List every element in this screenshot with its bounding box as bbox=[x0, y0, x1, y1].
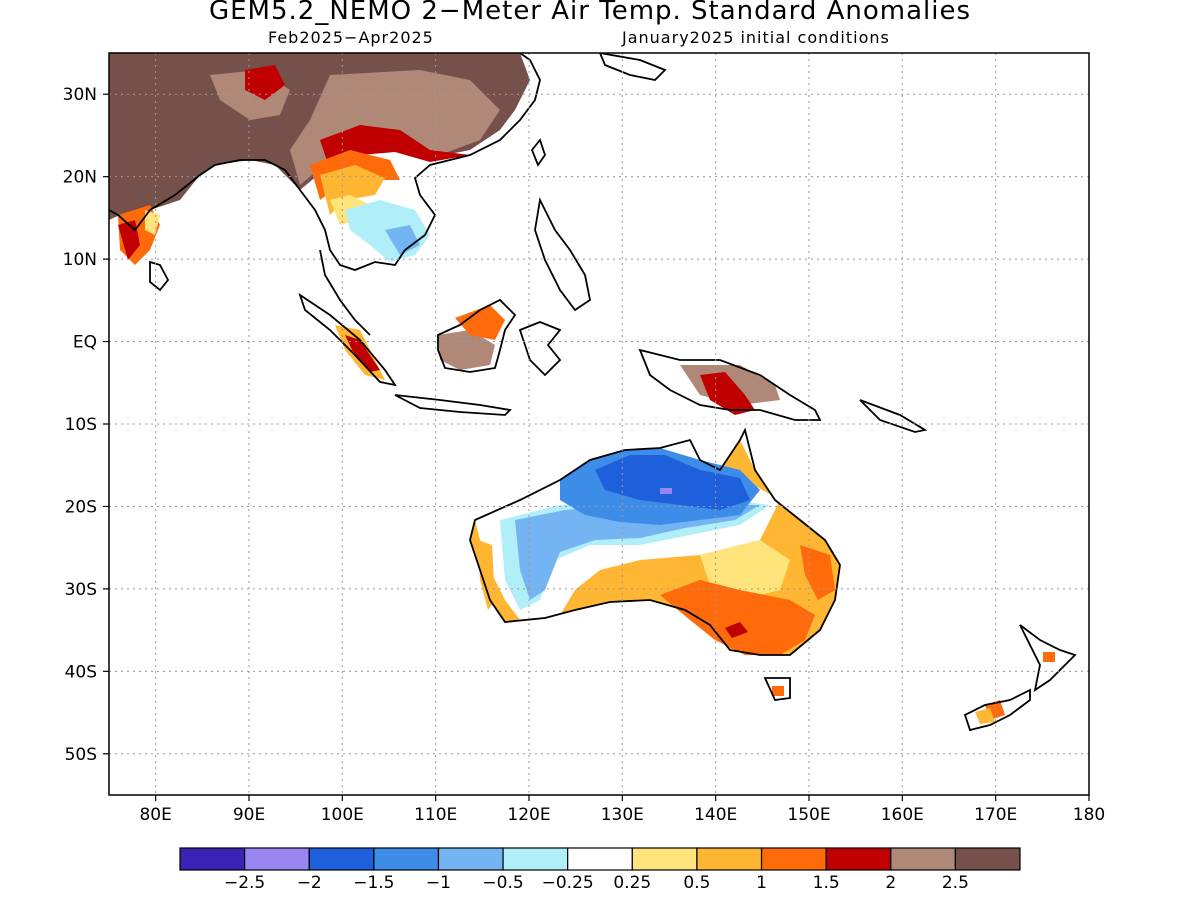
australia-orange bbox=[660, 580, 815, 655]
colorbar-swatch bbox=[696, 847, 763, 871]
initial-conditions: January2025 initial conditions bbox=[622, 28, 890, 47]
forecast-period: Feb2025−Apr2025 bbox=[268, 28, 434, 47]
australia-red-dot bbox=[725, 622, 748, 638]
colorbar-swatch bbox=[760, 847, 827, 871]
colorbar-swatch bbox=[244, 847, 310, 871]
java-coastline bbox=[394, 394, 512, 416]
philippines-coastline bbox=[534, 197, 592, 312]
australia-yellow bbox=[700, 540, 790, 600]
colorbar-swatch bbox=[890, 847, 956, 871]
colorbar-swatch bbox=[373, 847, 440, 871]
borneo-coastline bbox=[437, 298, 517, 373]
tibet-red-patch bbox=[245, 65, 285, 100]
newguinea-coastline bbox=[638, 348, 822, 421]
lon-tick-label: 140E bbox=[694, 805, 737, 825]
peninsula-coastline bbox=[319, 249, 371, 336]
sumatra-red bbox=[345, 335, 380, 372]
borneo-rosy bbox=[438, 330, 495, 370]
colorbar-label: 1 bbox=[756, 873, 767, 893]
colorbar-label: −2 bbox=[297, 873, 322, 893]
lon-tick-label: 100E bbox=[321, 805, 364, 825]
colorbar-label: 2 bbox=[885, 873, 896, 893]
colorbar-label: −2.5 bbox=[224, 873, 265, 893]
colorbar-swatch bbox=[825, 847, 892, 871]
map-axes: 80E 90E 100E 110E 120E 130E 140E 150E 160E 170E 18… bbox=[63, 85, 1106, 825]
lat-tick-label: 50S bbox=[65, 745, 97, 765]
lon-tick-label: 170E bbox=[974, 805, 1017, 825]
nz-yellow bbox=[975, 708, 995, 724]
colorbar-label: 0.25 bbox=[613, 873, 651, 893]
lat-tick-label: 20N bbox=[63, 168, 97, 188]
solomon-coastline bbox=[859, 399, 928, 433]
australia-purple-dot bbox=[660, 488, 672, 494]
nz-south-coastline bbox=[963, 688, 1031, 732]
colorbar-swatch bbox=[567, 847, 633, 871]
lon-tick-label: 110E bbox=[414, 805, 457, 825]
india-yellow bbox=[145, 210, 160, 235]
colorbar-swatch bbox=[502, 847, 569, 871]
tasmania-orange bbox=[772, 686, 784, 696]
anomaly-fields bbox=[109, 53, 1077, 732]
nz-north-orange bbox=[1043, 652, 1055, 662]
australia-darkblue bbox=[595, 455, 750, 510]
lon-tick-label: 180 bbox=[1073, 805, 1105, 825]
sumatra-coastline bbox=[298, 292, 397, 387]
colorbar-swatch bbox=[179, 847, 246, 871]
sulawesi-coastline bbox=[518, 321, 562, 377]
colorbar-swatch bbox=[631, 847, 698, 871]
borneo-orange bbox=[455, 305, 505, 340]
colorbar-label: −1 bbox=[426, 873, 451, 893]
asia-red-band bbox=[320, 125, 470, 170]
lon-tick-label: 160E bbox=[881, 805, 924, 825]
lon-tick-label: 90E bbox=[233, 805, 265, 825]
australia-blue-mid bbox=[515, 505, 760, 600]
colorbar-swatch bbox=[308, 847, 375, 871]
colorbar-swatch bbox=[437, 847, 504, 871]
taiwan-coastline bbox=[530, 138, 546, 167]
lat-tick-label: EQ bbox=[73, 333, 97, 353]
colorbar-label: −1.5 bbox=[353, 873, 394, 893]
asia-rosy-band bbox=[290, 70, 500, 185]
colorbar-label: −0.25 bbox=[542, 873, 594, 893]
lon-tick-label: 80E bbox=[139, 805, 171, 825]
map-title: GEM5.2_NEMO 2−Meter Air Temp. Standard A… bbox=[208, 0, 972, 26]
lon-tick-label: 130E bbox=[601, 805, 644, 825]
lon-tick-label: 150E bbox=[787, 805, 830, 825]
lat-tick-label: 40S bbox=[65, 662, 97, 682]
colorbar-label: 0.5 bbox=[683, 873, 710, 893]
japan-coastline bbox=[599, 53, 667, 81]
colorbar-swatch bbox=[954, 847, 1021, 871]
lat-tick-label: 30S bbox=[65, 580, 97, 600]
newguinea-red bbox=[700, 372, 755, 415]
colorbar: −2.5 −2 −1.5 −1 −0.5 −0.25 0.25 0.5 1 1.5 2 2.5 bbox=[179, 847, 1021, 893]
nz-north-coastline bbox=[1019, 624, 1077, 692]
lat-tick-label: 10S bbox=[65, 415, 97, 435]
grid-lines bbox=[109, 53, 1089, 795]
map-frame bbox=[108, 52, 1090, 796]
srilanka-coastline bbox=[149, 260, 170, 292]
asia-coastline bbox=[109, 53, 541, 271]
australia-coastline bbox=[469, 427, 841, 656]
indochina-blue bbox=[385, 225, 420, 255]
coastlines bbox=[109, 53, 1077, 732]
lat-tick-label: 30N bbox=[63, 85, 97, 105]
colorbar-label: 2.5 bbox=[942, 873, 969, 893]
colorbar-label: 1.5 bbox=[813, 873, 840, 893]
lat-tick-label: 20S bbox=[65, 497, 97, 517]
colorbar-label: −0.5 bbox=[482, 873, 523, 893]
tasmania-coastline bbox=[763, 677, 791, 701]
lat-tick-label: 10N bbox=[63, 250, 97, 270]
australia-west-orange bbox=[478, 540, 495, 610]
lon-tick-label: 120E bbox=[507, 805, 550, 825]
